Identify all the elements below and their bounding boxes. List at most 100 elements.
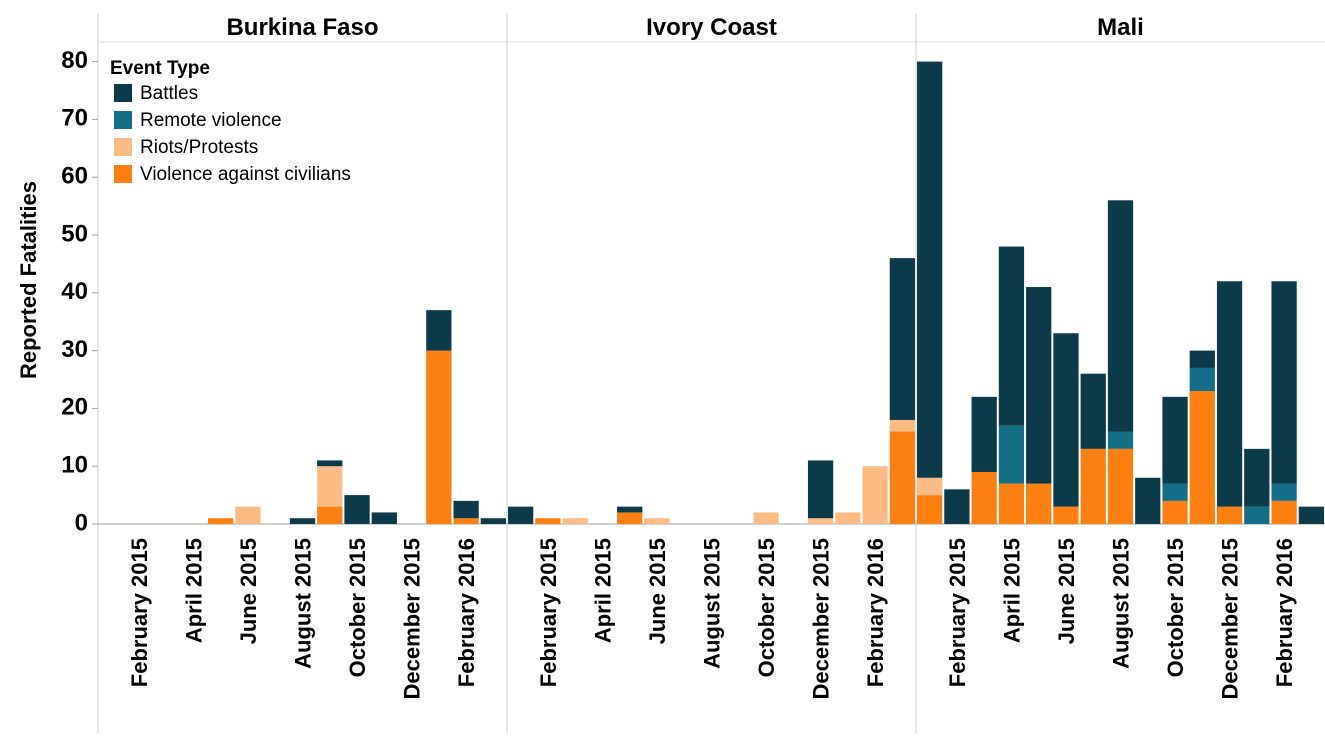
bar-segment-riots-protests (807, 518, 834, 524)
bar-segment-violence-against-civilians (971, 471, 997, 524)
legend: Event Type Battles Remote violence Riots/P… (110, 58, 351, 185)
bar-segment-battles (317, 460, 343, 467)
bar-segment-riots-protests (862, 466, 888, 524)
bar-segment-riots-protests (235, 506, 261, 524)
y-axis-title: Reported Fatalities (16, 181, 41, 379)
bar-segment-battles (1244, 448, 1270, 507)
bar-segment-battles (1216, 281, 1243, 507)
bar-segment-violence-against-civilians (426, 350, 452, 524)
bar-segment-battles (480, 518, 506, 524)
bar-segment-battles (1026, 287, 1052, 484)
bar-segment-violence-against-civilians (1053, 506, 1079, 524)
bar-segment-violence-against-civilians (1107, 448, 1134, 524)
bar-segment-violence-against-civilians (317, 506, 343, 524)
bar-segment-remote-violence (1244, 506, 1270, 524)
x-tick-label: April 2015 (181, 538, 206, 643)
y-tick-label: 70 (61, 105, 88, 132)
bar-segment-battles (807, 460, 834, 519)
bar-segment-battles (1107, 200, 1134, 432)
bar-segment-riots-protests (835, 512, 861, 524)
bar-segment-battles (1189, 350, 1215, 368)
bar-segment-battles (453, 500, 479, 519)
bar-segment-battles (944, 489, 970, 524)
bar-segment-battles (998, 246, 1025, 426)
legend-swatch (114, 84, 132, 102)
x-tick-label: February 2016 (1272, 538, 1297, 687)
bar-segment-violence-against-civilians (1162, 500, 1188, 524)
bar-segment-battles (1162, 396, 1188, 484)
bar-segment-riots-protests (317, 466, 343, 507)
bar-segment-riots-protests (917, 477, 943, 496)
bar-segment-battles (1298, 506, 1324, 524)
x-tick-label: December 2015 (1218, 538, 1243, 699)
bar-segment-violence-against-civilians (453, 518, 479, 524)
bars (208, 61, 1324, 524)
bar-segment-remote-violence (1162, 483, 1188, 501)
x-tick-label: October 2015 (754, 538, 779, 677)
x-tick-label: April 2015 (590, 538, 615, 643)
x-tick-label: February 2015 (127, 538, 152, 687)
bar-segment-violence-against-civilians (617, 512, 643, 524)
y-tick-label: 60 (61, 163, 88, 190)
bar-segment-battles (1080, 373, 1106, 449)
bar-segment-violence-against-civilians (1271, 500, 1297, 524)
y-tick-label: 40 (61, 278, 88, 305)
y-tick-label: 30 (61, 336, 88, 363)
bar-segment-battles (344, 495, 370, 524)
bar-segment-violence-against-civilians (535, 518, 561, 524)
bar-segment-remote-violence (998, 425, 1025, 484)
bar-segment-violence-against-civilians (917, 495, 943, 524)
bar-segment-violence-against-civilians (1189, 391, 1215, 524)
bar-segment-battles (917, 61, 943, 478)
bar-segment-remote-violence (1189, 367, 1215, 392)
bar-segment-violence-against-civilians (1080, 448, 1106, 524)
legend-entry-label: Violence against civilians (140, 164, 351, 185)
x-tick-label: August 2015 (1109, 538, 1134, 669)
bar-segment-battles (508, 506, 534, 524)
bar-segment-riots-protests (644, 518, 670, 524)
bar-segment-remote-violence (1271, 483, 1297, 501)
legend-entry-label: Battles (140, 83, 198, 104)
x-tick-label: April 2015 (999, 538, 1024, 643)
bar-segment-battles (1053, 333, 1079, 507)
x-tick-label: June 2015 (645, 538, 670, 644)
bar-segment-riots-protests (562, 518, 588, 524)
x-tick-label: February 2015 (536, 538, 561, 687)
bar-segment-battles (371, 512, 397, 524)
axes: Reported Fatalities 0 10 20 30 40 50 60 70 80 Bur… (16, 14, 1297, 699)
bar-segment-battles (426, 310, 452, 351)
bar-segment-riots-protests (889, 419, 915, 432)
x-tick-label: August 2015 (291, 538, 316, 669)
y-tick-label: 0 (75, 509, 88, 536)
panel-title: Ivory Coast (646, 14, 777, 41)
bar-segment-violence-against-civilians (1026, 483, 1052, 524)
y-tick-label: 10 (61, 452, 88, 479)
x-tick-label: August 2015 (700, 538, 725, 669)
y-tick-label: 50 (61, 220, 88, 247)
x-tick-label: February 2016 (863, 538, 888, 687)
y-tick-label: 80 (61, 47, 88, 74)
bar-segment-battles (1271, 281, 1297, 484)
legend-swatch (114, 111, 132, 129)
x-tick-label: June 2015 (1054, 538, 1079, 644)
y-tick-label: 20 (61, 394, 88, 421)
x-tick-label: February 2016 (454, 538, 479, 687)
bar-segment-battles (617, 506, 643, 513)
x-tick-label: October 2015 (1163, 538, 1188, 677)
bar-segment-battles (971, 396, 997, 472)
panel-title: Burkina Faso (226, 14, 378, 41)
legend-entry-label: Remote violence (140, 110, 282, 131)
bar-segment-battles (889, 258, 915, 420)
bar-segment-battles (1135, 477, 1161, 524)
bar-segment-violence-against-civilians (208, 518, 234, 524)
x-tick-label: December 2015 (400, 538, 425, 699)
bar-segment-riots-protests (753, 512, 779, 524)
bar-segment-violence-against-civilians (998, 483, 1025, 524)
panel-title: Mali (1097, 14, 1144, 41)
x-tick-label: October 2015 (345, 538, 370, 677)
bar-segment-remote-violence (1107, 431, 1134, 449)
x-tick-label: June 2015 (236, 538, 261, 644)
bar-segment-battles (289, 518, 316, 524)
